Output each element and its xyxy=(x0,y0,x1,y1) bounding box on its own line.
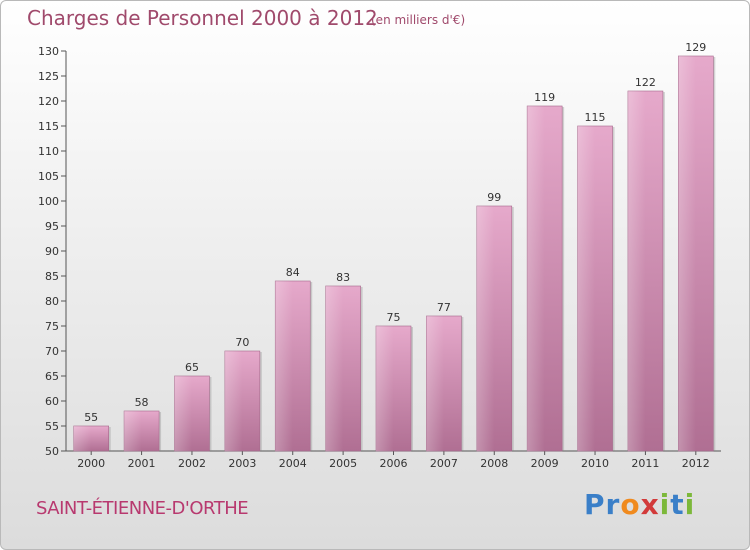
proxiti-logo[interactable]: Proxiti xyxy=(584,488,695,521)
bar-highlight xyxy=(426,316,444,451)
data-label: 84 xyxy=(286,266,300,279)
y-tick-label: 60 xyxy=(45,395,59,408)
bar-highlight xyxy=(73,426,92,451)
logo-letter: i xyxy=(659,488,671,521)
y-tick-label: 50 xyxy=(45,445,59,458)
logo-letter: r xyxy=(605,488,621,521)
x-tick-label: 2008 xyxy=(480,457,508,470)
commune-name: SAINT-ÉTIENNE-D'ORTHE xyxy=(36,498,249,519)
y-tick-label: 130 xyxy=(38,45,59,58)
x-tick-label: 2009 xyxy=(531,457,559,470)
logo-letter: i xyxy=(684,488,696,521)
y-tick-label: 100 xyxy=(38,195,59,208)
x-tick-label: 2003 xyxy=(228,457,256,470)
logo-letter: o xyxy=(620,488,641,521)
y-tick-label: 65 xyxy=(45,370,59,383)
bar-highlight xyxy=(476,206,495,451)
data-label: 122 xyxy=(635,76,656,89)
y-tick-label: 55 xyxy=(45,420,59,433)
x-tick-label: 2010 xyxy=(581,457,609,470)
data-label: 55 xyxy=(84,411,98,424)
bar-highlight xyxy=(678,56,696,451)
data-label: 77 xyxy=(437,301,451,314)
bar-highlight xyxy=(325,286,344,451)
bar-highlight xyxy=(376,326,394,451)
x-tick-label: 2007 xyxy=(430,457,458,470)
y-tick-label: 120 xyxy=(38,95,59,108)
data-label: 99 xyxy=(487,191,501,204)
y-tick-label: 95 xyxy=(45,220,59,233)
y-tick-label: 70 xyxy=(45,345,59,358)
y-tick-label: 125 xyxy=(38,70,59,83)
bar-highlight xyxy=(224,351,243,451)
data-label: 129 xyxy=(685,41,706,54)
logo-letter: x xyxy=(640,488,660,521)
data-label: 75 xyxy=(387,311,401,324)
logo-letter: P xyxy=(584,488,606,521)
x-tick-label: 2012 xyxy=(682,457,710,470)
data-label: 58 xyxy=(135,396,149,409)
y-tick-label: 105 xyxy=(38,170,59,183)
x-tick-label: 2000 xyxy=(77,457,105,470)
data-label: 65 xyxy=(185,361,199,374)
bar-highlight xyxy=(275,281,293,451)
x-tick-label: 2002 xyxy=(178,457,206,470)
x-tick-label: 2004 xyxy=(279,457,307,470)
x-tick-label: 2005 xyxy=(329,457,357,470)
chart-title: Charges de Personnel 2000 à 2012 xyxy=(27,6,378,30)
x-tick-label: 2006 xyxy=(380,457,408,470)
y-tick-label: 115 xyxy=(38,120,59,133)
y-tick-label: 85 xyxy=(45,270,59,283)
bar-highlight xyxy=(527,106,545,451)
bar-highlight xyxy=(577,126,596,451)
x-tick-label: 2011 xyxy=(631,457,659,470)
logo-letter: t xyxy=(670,488,685,521)
bar-highlight xyxy=(627,91,646,451)
y-tick-label: 75 xyxy=(45,320,59,333)
x-tick-label: 2001 xyxy=(128,457,156,470)
data-label: 83 xyxy=(336,271,350,284)
bar-highlight xyxy=(174,376,192,451)
bar-highlight xyxy=(124,411,142,451)
data-label: 119 xyxy=(534,91,555,104)
y-tick-label: 110 xyxy=(38,145,59,158)
y-tick-label: 90 xyxy=(45,245,59,258)
data-label: 70 xyxy=(235,336,249,349)
y-tick-label: 80 xyxy=(45,295,59,308)
unit-note: (en milliers d'€) xyxy=(371,13,466,27)
data-label: 115 xyxy=(585,111,606,124)
